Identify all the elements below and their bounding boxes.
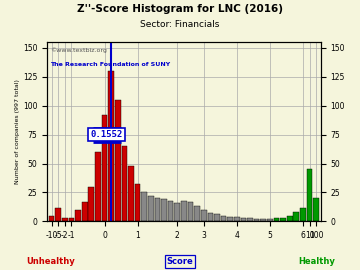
Bar (280, 218, 286, 221)
Bar (89, 187, 94, 221)
Bar (168, 201, 174, 221)
Bar (155, 198, 160, 221)
Bar (234, 217, 240, 221)
Bar (62, 218, 68, 221)
Bar (175, 203, 180, 221)
Bar (267, 219, 273, 221)
Bar (221, 216, 226, 221)
Bar (141, 193, 147, 221)
Text: Score: Score (167, 257, 193, 266)
Bar (307, 169, 312, 221)
Text: ©www.textbiz.org: ©www.textbiz.org (50, 47, 107, 53)
Bar (75, 210, 81, 221)
Text: Unhealthy: Unhealthy (26, 257, 75, 266)
Bar (260, 219, 266, 221)
Bar (115, 100, 121, 221)
Bar (313, 198, 319, 221)
Bar (214, 214, 220, 221)
Text: The Research Foundation of SUNY: The Research Foundation of SUNY (50, 62, 170, 67)
Bar (274, 218, 279, 221)
Text: Sector: Financials: Sector: Financials (140, 20, 220, 29)
Bar (254, 219, 260, 221)
Bar (181, 201, 187, 221)
Bar (240, 218, 246, 221)
Y-axis label: Number of companies (997 total): Number of companies (997 total) (15, 79, 20, 184)
Bar (293, 212, 299, 221)
Bar (161, 200, 167, 221)
Bar (102, 115, 107, 221)
Bar (207, 213, 213, 221)
Text: Z''-Score Histogram for LNC (2016): Z''-Score Histogram for LNC (2016) (77, 4, 283, 14)
Bar (287, 216, 293, 221)
Text: Healthy: Healthy (298, 257, 335, 266)
Bar (300, 208, 306, 221)
Bar (247, 218, 253, 221)
Bar (135, 184, 140, 221)
Bar (69, 218, 74, 221)
Bar (108, 71, 114, 221)
Bar (122, 146, 127, 221)
Bar (148, 196, 154, 221)
Bar (194, 206, 200, 221)
Bar (228, 217, 233, 221)
Bar (49, 216, 54, 221)
Bar (201, 210, 207, 221)
Bar (188, 202, 193, 221)
Text: 0.1552: 0.1552 (90, 130, 123, 139)
Bar (55, 208, 61, 221)
Bar (82, 202, 87, 221)
Bar (128, 166, 134, 221)
Bar (95, 152, 101, 221)
